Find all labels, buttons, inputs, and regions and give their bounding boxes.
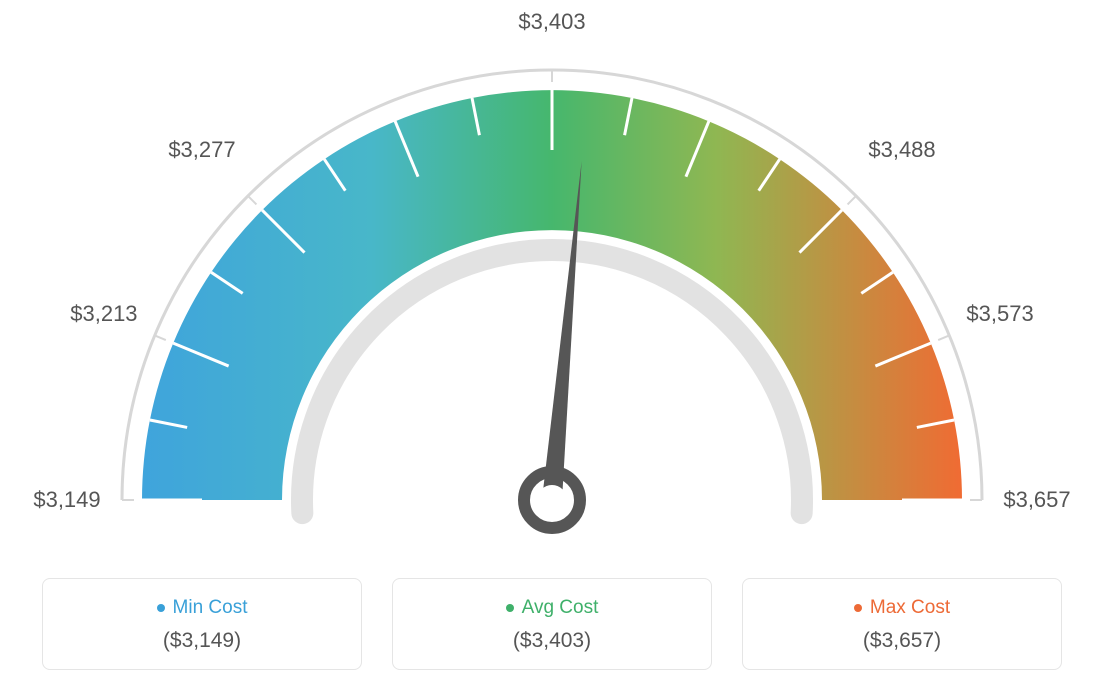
legend-min-title: Min Cost [53,597,351,619]
legend-card-avg: Avg Cost ($3,403) [392,578,712,670]
legend-min-value: ($3,149) [53,629,351,653]
legend-card-min: Min Cost ($3,149) [42,578,362,670]
gauge-tick-label: $3,573 [966,301,1033,327]
gauge-tick-label: $3,488 [868,137,935,163]
gauge-tick-label: $3,213 [70,301,137,327]
gauge-svg [0,0,1104,560]
legend-avg-value: ($3,403) [403,629,701,653]
legend-avg-title: Avg Cost [403,597,701,619]
legend-card-max: Max Cost ($3,657) [742,578,1062,670]
gauge-tick-label: $3,277 [168,137,235,163]
legend-max-title: Max Cost [753,597,1051,619]
gauge-tick-label: $3,149 [33,487,100,513]
legend-row: Min Cost ($3,149) Avg Cost ($3,403) Max … [0,578,1104,670]
gauge-chart: $3,149 $3,213 $3,277 $3,403 $3,488 $3,573 $3,6… [0,0,1104,560]
legend-max-value: ($3,657) [753,629,1051,653]
gauge-tick-label: $3,657 [1003,487,1070,513]
gauge-tick-label: $3,403 [518,9,585,35]
